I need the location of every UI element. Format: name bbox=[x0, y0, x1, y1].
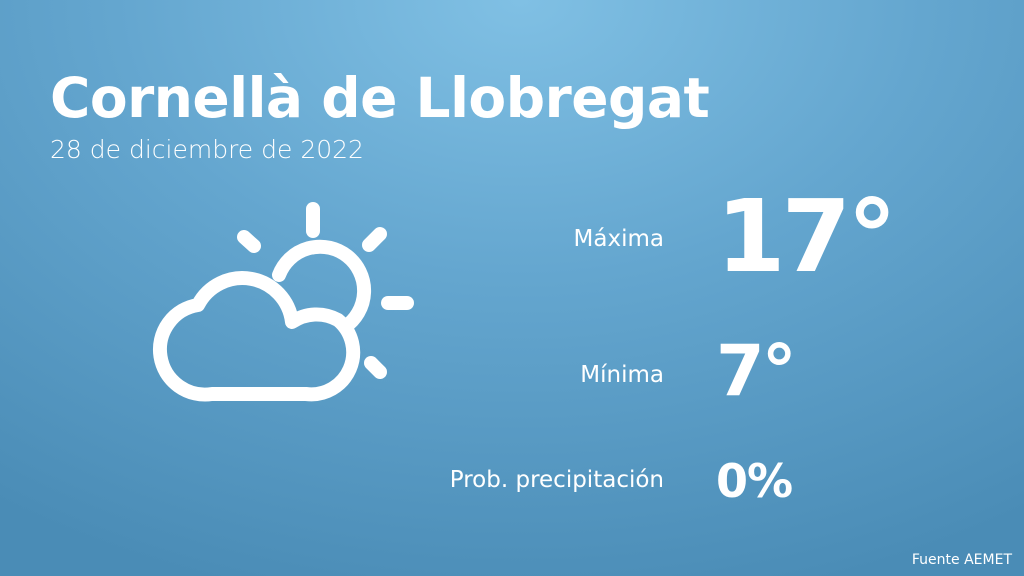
precip-label: Prob. precipitación bbox=[449, 467, 664, 493]
max-temperature: 17° bbox=[716, 178, 897, 295]
cloud-icon bbox=[152, 271, 361, 402]
min-temperature: 7° bbox=[716, 330, 797, 412]
min-label: Mínima bbox=[580, 362, 664, 388]
max-label: Máxima bbox=[573, 226, 664, 252]
source-credit: Fuente AEMET bbox=[911, 552, 1012, 568]
sun-ray bbox=[364, 356, 387, 379]
precip-value: 0% bbox=[716, 454, 793, 508]
sun-ray bbox=[362, 227, 387, 252]
city-title: Cornellà de Llobregat bbox=[50, 66, 710, 130]
sun-ray bbox=[237, 230, 261, 253]
sun-icon bbox=[272, 239, 372, 334]
forecast-date: 28 de diciembre de 2022 bbox=[50, 135, 364, 164]
